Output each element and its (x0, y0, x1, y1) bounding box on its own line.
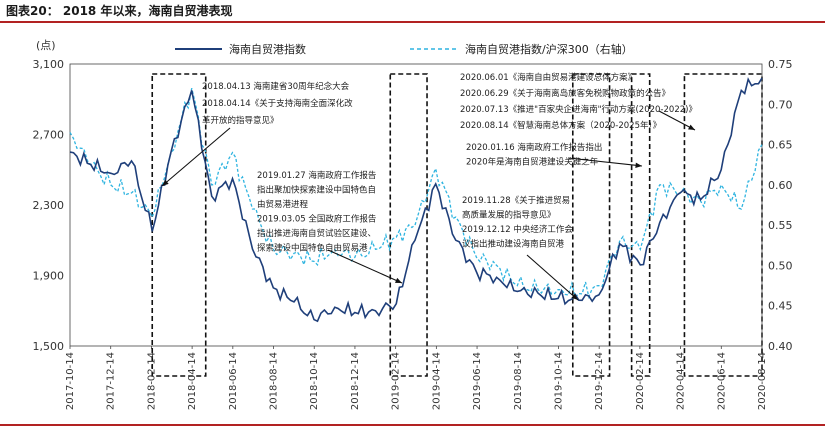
highlight-window (630, 73, 651, 377)
x-tick-label: 2018-02-14 (146, 352, 157, 410)
annotation-arrowhead (571, 293, 578, 300)
annotation-text: 2020.06.01《海南自由贸易港建设总体方案》 (460, 72, 636, 83)
annotation-arrow (161, 127, 231, 187)
highlight-window (151, 73, 207, 377)
left-tick-label: 3,100 (33, 58, 65, 71)
annotation-text: 由贸易港进程 (257, 199, 309, 210)
x-tick-label: 2017-12-14 (106, 352, 117, 410)
left-tick-label: 2,700 (33, 129, 65, 142)
legend-label-ratio: 海南自贸港指数/沪深300（右轴） (465, 42, 633, 56)
left-axis-unit: (点) (36, 39, 56, 52)
annotation-text: 2019.12.12 中央经济工作会 (462, 224, 573, 235)
figure-title: 图表20： 2018 年以来，海南自贸港表现 (6, 4, 233, 18)
annotation-arrowhead (162, 179, 169, 186)
title-rule (0, 21, 825, 23)
x-tick-label: 2018-08-14 (269, 352, 280, 410)
x-tick-label: 2020-04-14 (676, 352, 687, 410)
highlight-window (683, 73, 763, 377)
x-tick-label: 2020-02-14 (635, 352, 646, 410)
annotation-text: 议指出推动建设海南自贸港 (462, 239, 565, 250)
left-axis-ticks: 1,500 1,900 2,300 2,700 3,100 (33, 58, 65, 353)
x-tick-label: 2019-02-14 (391, 352, 402, 410)
x-tick-label: 2019-04-14 (431, 352, 442, 410)
plot-frame (69, 63, 763, 347)
annotation-text: 革开放的指导意见》 (202, 115, 279, 126)
legend-label-index: 海南自贸港指数 (229, 42, 306, 56)
annotation-arrowhead (635, 162, 642, 169)
highlight-window (389, 73, 428, 377)
annotation-text: 2018.04.13 海南建省30周年纪念大会 (202, 81, 350, 92)
x-tick-label: 2020-08-14 (757, 352, 768, 410)
annotation-text: 2020.06.29《关于海南离岛旅客免税购物政策的公告》 (460, 88, 670, 99)
series-lines (69, 77, 763, 323)
x-tick-label: 2018-10-14 (309, 352, 320, 410)
figure-header: 图表20： 2018 年以来，海南自贸港表现 (0, 0, 825, 23)
annotation-text: 2018.04.14《关于支持海南全面深化改 (202, 98, 353, 109)
legend: 海南自贸港指数 海南自贸港指数/沪深300（右轴） (175, 42, 633, 56)
series-line-ratio (69, 88, 763, 300)
bottom-rule (0, 424, 825, 426)
right-tick-label: 0.55 (768, 219, 793, 232)
x-tick-label: 2020-06-14 (716, 352, 727, 410)
annotation-text: 指出聚加快探索建设中国特色自 (257, 185, 376, 196)
x-tick-label: 2018-04-14 (187, 352, 198, 410)
left-tick-label: 1,900 (33, 270, 65, 283)
annotation-text: 高质量发展的指导意见》 (462, 210, 556, 221)
annotation-arrowhead (395, 277, 402, 283)
annotation-text: 2019.01.27 海南政府工作报告 (257, 170, 376, 181)
right-tick-label: 0.70 (768, 98, 793, 111)
right-tick-label: 0.60 (768, 179, 793, 192)
highlight-window (571, 73, 611, 377)
annotation-text: 探索建设中国特色自由贸易港 (257, 243, 368, 254)
right-tick-label: 0.75 (768, 58, 793, 71)
annotations: 2018.04.13 海南建省30周年纪念大会 2018.04.14《关于支持海南… (161, 72, 697, 301)
x-tick-label: 2017-10-14 (65, 352, 76, 410)
x-tick-label: 2018-06-14 (228, 352, 239, 410)
right-tick-label: 0.40 (768, 340, 793, 353)
x-axis-ticks: 2017-10-14 2017-12-14 2018-02-14 2018-04-14… (65, 346, 768, 410)
x-tick-label: 2019-08-14 (513, 352, 524, 410)
right-tick-label: 0.50 (768, 259, 793, 272)
annotation-text: 2020.01.16 海南政府工作报告指出 (466, 142, 602, 153)
annotation-arrowhead (688, 124, 695, 130)
annotation-text: 2020.08.14《智慧海南总体方案（2020-2025年）》 (460, 120, 661, 131)
annotation-arrow (658, 110, 696, 131)
series-line-index (69, 77, 763, 323)
right-tick-label: 0.65 (768, 139, 793, 152)
x-tick-label: 2019-10-14 (553, 352, 564, 410)
annotation-text: 2020年是海南自贸港建设关键之年 (466, 157, 599, 168)
highlight-windows (151, 73, 763, 377)
right-tick-label: 0.45 (768, 300, 793, 313)
right-axis-ticks: 0.40 0.45 0.50 0.55 0.60 0.65 0.70 0.75 (768, 58, 793, 353)
x-tick-label: 2018-12-14 (350, 352, 361, 410)
annotation-text: 2020.07.13《推进"百家央企进海南"行动方案(2020-2022)》 (460, 104, 697, 115)
left-tick-label: 1,500 (33, 340, 65, 353)
annotation-arrow (526, 254, 579, 301)
annotation-arrow (567, 157, 643, 167)
left-tick-label: 2,300 (33, 199, 65, 212)
annotation-text: 2019.03.05 全国政府工作报告 (257, 214, 376, 225)
annotation-text: 指出推进海南自贸试验区建设、 (257, 228, 376, 239)
x-tick-label: 2019-12-14 (594, 352, 605, 410)
annotation-arrow (327, 249, 403, 284)
x-tick-label: 2019-06-14 (472, 352, 483, 410)
annotation-text: 2019.11.28《关于推进贸易 (462, 195, 570, 206)
